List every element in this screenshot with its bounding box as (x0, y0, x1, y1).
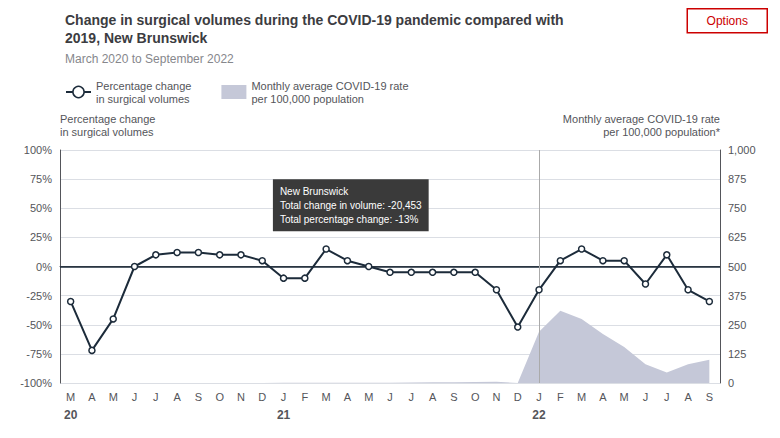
svg-text:J: J (153, 391, 159, 403)
svg-text:-100%: -100% (20, 377, 52, 389)
svg-text:Total change in volume: -20,45: Total change in volume: -20,453 (280, 200, 422, 211)
svg-text:125: 125 (728, 348, 746, 360)
svg-text:S: S (195, 391, 202, 403)
svg-text:O: O (471, 391, 480, 403)
svg-text:Change in surgical volumes dur: Change in surgical volumes during the CO… (65, 12, 564, 28)
svg-text:20: 20 (64, 408, 78, 422)
svg-text:A: A (429, 391, 437, 403)
svg-text:-50%: -50% (26, 319, 52, 331)
svg-text:J: J (132, 391, 138, 403)
svg-text:J: J (387, 391, 393, 403)
svg-text:March 2020 to September 2022: March 2020 to September 2022 (65, 52, 234, 66)
svg-text:750: 750 (728, 202, 746, 214)
svg-text:J: J (409, 391, 415, 403)
svg-text:O: O (215, 391, 224, 403)
svg-text:F: F (557, 391, 564, 403)
svg-text:1,000: 1,000 (728, 144, 756, 156)
svg-text:A: A (173, 391, 181, 403)
svg-text:500: 500 (728, 261, 746, 273)
svg-text:J: J (281, 391, 287, 403)
svg-text:M: M (620, 391, 629, 403)
svg-text:2019, New Brunswick: 2019, New Brunswick (65, 30, 208, 46)
svg-text:M: M (66, 391, 75, 403)
svg-text:A: A (344, 391, 352, 403)
svg-text:D: D (514, 391, 522, 403)
svg-text:J: J (643, 391, 649, 403)
svg-text:N: N (237, 391, 245, 403)
svg-text:Total percentage change: -13%: Total percentage change: -13% (280, 214, 419, 225)
svg-text:22: 22 (532, 408, 546, 422)
svg-text:100%: 100% (24, 144, 52, 156)
svg-text:25%: 25% (30, 231, 52, 243)
svg-text:in surgical volumes: in surgical volumes (60, 126, 154, 138)
svg-text:D: D (258, 391, 266, 403)
svg-text:Percentage change: Percentage change (96, 80, 191, 92)
svg-text:New Brunswick: New Brunswick (280, 186, 349, 197)
svg-text:S: S (450, 391, 457, 403)
svg-text:-25%: -25% (26, 290, 52, 302)
svg-text:per 100,000 population*: per 100,000 population* (603, 126, 721, 138)
svg-text:0: 0 (728, 377, 734, 389)
svg-text:N: N (492, 391, 500, 403)
svg-text:Percentage change: Percentage change (60, 113, 155, 125)
svg-text:J: J (536, 391, 542, 403)
svg-text:75%: 75% (30, 173, 52, 185)
svg-text:50%: 50% (30, 202, 52, 214)
svg-text:375: 375 (728, 290, 746, 302)
svg-text:M: M (109, 391, 118, 403)
svg-text:in surgical volumes: in surgical volumes (96, 93, 190, 105)
svg-text:Monthly average COVID-19 rate: Monthly average COVID-19 rate (563, 113, 720, 125)
svg-text:-75%: -75% (26, 348, 52, 360)
svg-text:Monthly average COVID-19 rate: Monthly average COVID-19 rate (251, 80, 408, 92)
svg-text:21: 21 (277, 408, 291, 422)
svg-text:M: M (577, 391, 586, 403)
svg-text:F: F (301, 391, 308, 403)
svg-text:875: 875 (728, 173, 746, 185)
svg-text:M: M (322, 391, 331, 403)
svg-text:A: A (599, 391, 607, 403)
svg-text:625: 625 (728, 231, 746, 243)
svg-text:S: S (706, 391, 713, 403)
svg-text:A: A (684, 391, 692, 403)
svg-text:J: J (664, 391, 670, 403)
svg-text:M: M (364, 391, 373, 403)
svg-text:0%: 0% (36, 261, 52, 273)
svg-text:250: 250 (728, 319, 746, 331)
svg-text:per 100,000 population: per 100,000 population (251, 93, 364, 105)
svg-text:A: A (88, 391, 96, 403)
svg-text:Options: Options (707, 14, 748, 28)
